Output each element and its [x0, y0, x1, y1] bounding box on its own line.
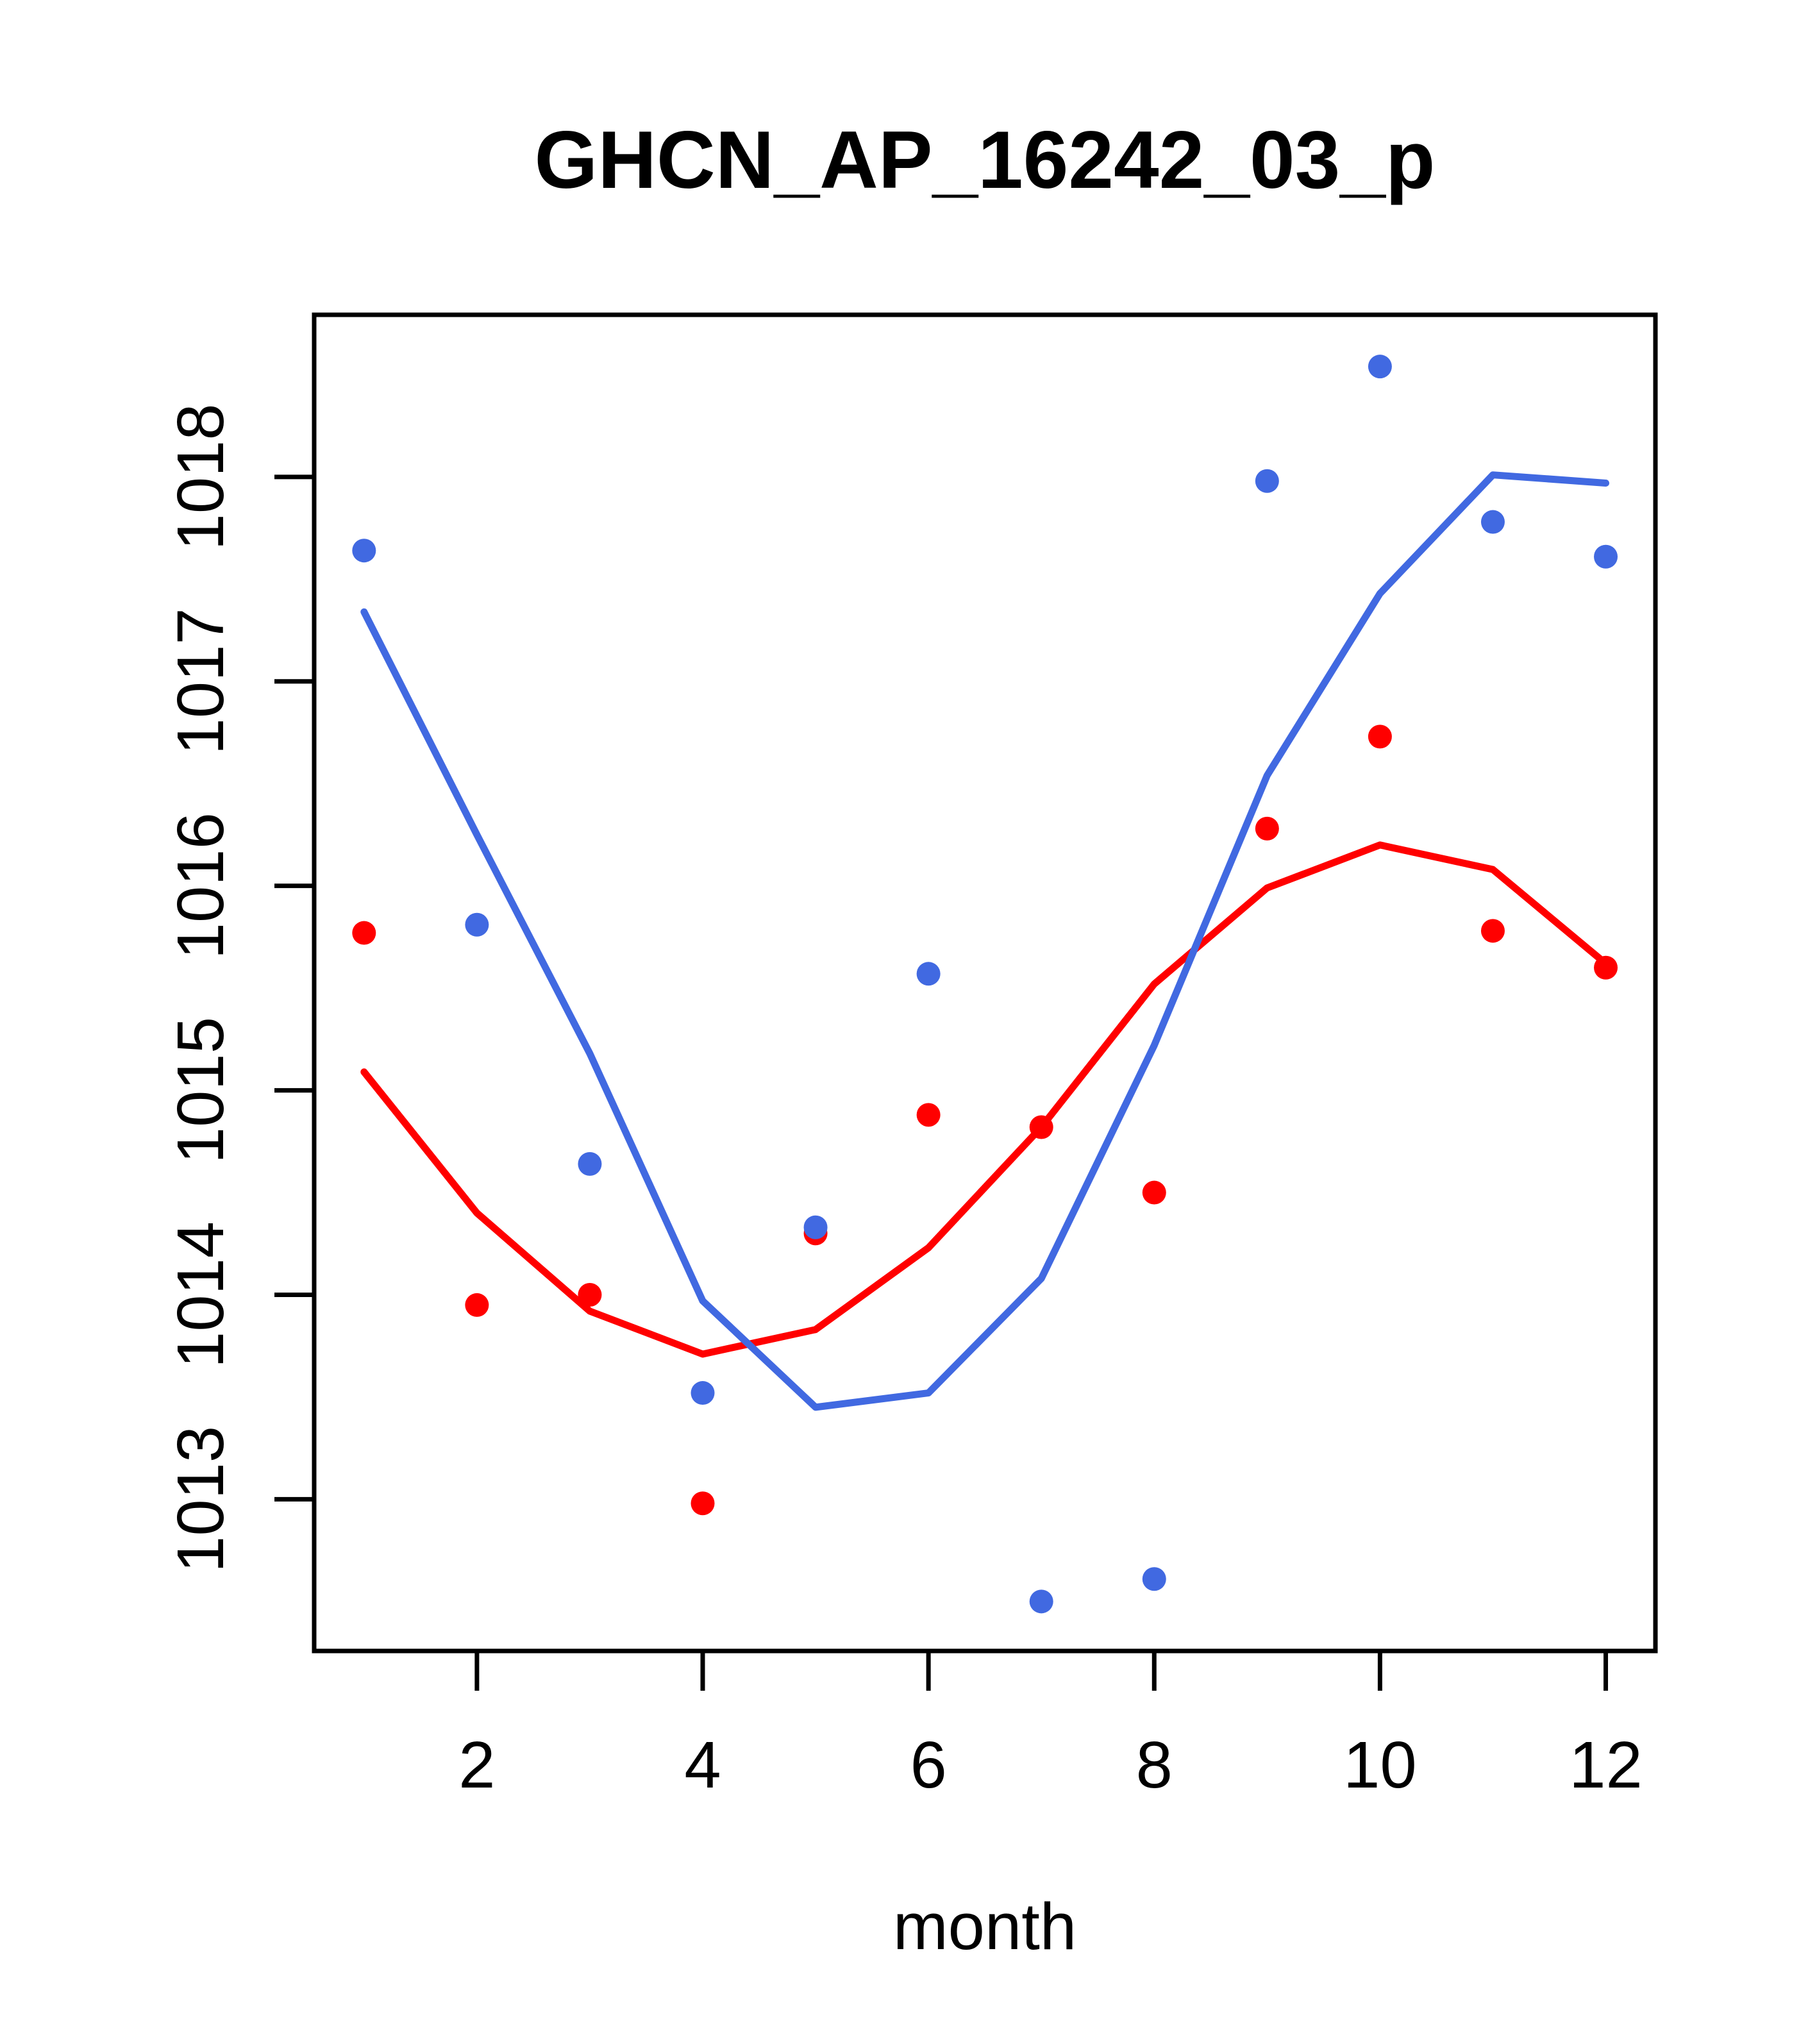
x-axis-tick-label: 4	[684, 1728, 721, 1802]
chart-title: GHCN_AP_16242_03_p	[534, 114, 1436, 205]
blue-points-point	[1255, 469, 1279, 493]
blue-points-point	[1594, 544, 1618, 569]
blue-points-point	[578, 1152, 602, 1176]
y-axis: 1013 1014 1015 1016 1017 1018	[163, 403, 314, 1573]
blue-points-point	[465, 912, 489, 937]
red-points-point	[352, 921, 376, 945]
red-points-point	[1142, 1180, 1166, 1205]
red-points-point	[1368, 725, 1392, 749]
x-axis-tick-label: 6	[910, 1728, 946, 1802]
red-points-point	[1255, 816, 1279, 841]
y-axis-tick-label: 1015	[163, 1017, 237, 1164]
red-points-point	[578, 1282, 602, 1307]
blue-points-point	[1142, 1567, 1166, 1591]
plot-box	[312, 312, 1658, 1654]
y-axis-tick-label: 1013	[163, 1426, 237, 1573]
red-points-point	[916, 1103, 941, 1127]
x-axis-tick-label: 10	[1343, 1728, 1417, 1802]
x-axis-tick-label: 12	[1569, 1728, 1643, 1802]
blue-points-point	[1480, 510, 1505, 534]
blue-points-point	[352, 539, 376, 563]
y-axis-tick-label: 1018	[163, 403, 237, 550]
blue-points-point	[1029, 1589, 1053, 1614]
blue-smooth-line	[360, 471, 1610, 1411]
red-points-point	[465, 1293, 489, 1317]
blue-points-point	[916, 962, 941, 986]
red-points-point	[691, 1491, 715, 1516]
x-axis-tick-label: 8	[1136, 1728, 1173, 1802]
red-points-point	[1480, 919, 1505, 943]
red-smooth-line	[360, 841, 1610, 1358]
blue-points-point	[803, 1215, 828, 1239]
blue-points	[352, 355, 1618, 1614]
blue-points-point	[1368, 355, 1392, 379]
y-axis-tick-label: 1014	[163, 1221, 237, 1368]
y-axis-tick-label: 1017	[163, 608, 237, 755]
x-axis: 2 4 6 8 10 12	[458, 1651, 1643, 1802]
red-points-point	[1029, 1115, 1053, 1139]
x-axis-tick-label: 2	[458, 1728, 495, 1802]
x-axis-label: month	[892, 1889, 1077, 1963]
blue-points-point	[691, 1381, 715, 1405]
red-points	[352, 725, 1618, 1516]
red-points-point	[1594, 955, 1618, 980]
y-axis-tick-label: 1016	[163, 812, 237, 959]
